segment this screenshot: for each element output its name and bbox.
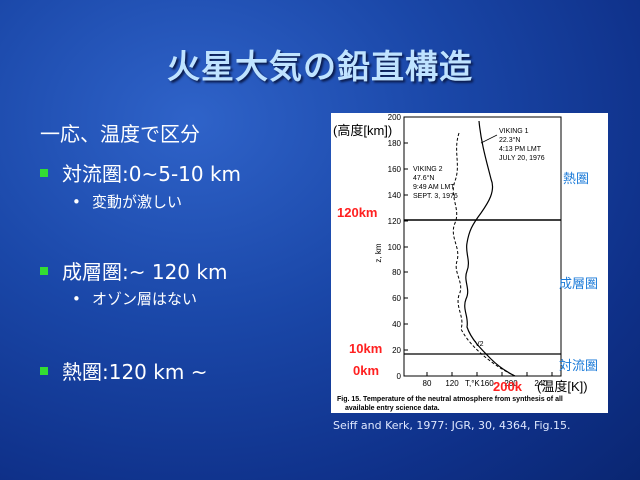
svg-text:available entry science data.: available entry science data. (345, 405, 440, 412)
y-tick-label: 140 (388, 191, 402, 200)
viking2-profile (452, 132, 516, 377)
bullet-thermosphere: 熱圏:120 km ~ (40, 356, 207, 385)
y-tick-label: 60 (392, 294, 401, 303)
v2-label: V2 (475, 341, 484, 348)
viking2-label-group: VIKING 2 47.6°N 9:49 AM LMT SEPT. 3, 197… (413, 166, 458, 200)
svg-text:VIKING 2: VIKING 2 (413, 166, 443, 173)
svg-text:22.3°N: 22.3°N (499, 136, 520, 144)
svg-text:SEPT. 3, 1976: SEPT. 3, 1976 (413, 193, 458, 200)
bullet-stratosphere: 成層圏:~ 120 km (40, 256, 227, 285)
y-tick-label: 120 (388, 217, 402, 226)
svg-text:4:13 PM LMT: 4:13 PM LMT (499, 146, 542, 153)
svg-text:VIKING 1: VIKING 1 (499, 128, 529, 135)
bullet-dot-icon: • (72, 290, 81, 308)
y-axis-label: z, km (374, 243, 383, 262)
y-tick-label: 80 (392, 268, 401, 277)
x-tick-label: 160 (480, 379, 494, 388)
annot-0km: 0km (353, 363, 379, 378)
viking1-label-group: VIKING 1 22.3°N 4:13 PM LMT JULY 20, 197… (499, 128, 545, 162)
x-tick-group: 80 120 160 200 240 (423, 372, 553, 388)
intro-text: 一応、温度で区分 (40, 122, 200, 146)
svg-text:Fig. 15. Temperature of the: Fig. 15. Temperature of the neutral atmo… (337, 396, 563, 403)
bullet-troposphere: 対流圏:0~5-10 km (40, 158, 241, 187)
bullet-square-icon (40, 169, 48, 177)
y-tick-label: 0 (397, 372, 402, 381)
annot-120km: 120km (337, 205, 377, 220)
y-tick-group: 200 180 160 140 120 100 80 60 40 20 0 (388, 113, 408, 381)
x-tick-label: 120 (445, 379, 459, 388)
sub-bullet-troposphere: • 変動が激しい (72, 193, 183, 211)
viking1-profile (464, 120, 516, 377)
bullet-dot-icon: • (72, 193, 81, 211)
y-tick-label: 20 (392, 346, 401, 355)
svg-text:47.6°N: 47.6°N (413, 174, 434, 182)
x-tick-label: 240 (534, 379, 548, 388)
bullet-square-icon (40, 367, 48, 375)
x-tick-label: 200 (504, 379, 518, 388)
annot-10km: 10km (349, 341, 382, 356)
y-tick-label: 160 (388, 165, 402, 174)
y-tick-label: 100 (388, 243, 402, 252)
svg-text:9:49 AM LMT: 9:49 AM LMT (413, 184, 455, 191)
annot-stratosphere: 成層圏 (559, 276, 598, 291)
citation-text: Seiff and Kerk, 1977: JGR, 30, 4364, Fig… (333, 419, 571, 432)
svg-text:JULY 20, 1976: JULY 20, 1976 (499, 155, 545, 162)
y-tick-label: 40 (392, 320, 401, 329)
bullet-square-icon (40, 267, 48, 275)
x-axis-label: T,°K (465, 379, 480, 388)
temperature-profile-figure: 200 180 160 140 120 100 80 60 40 20 0 z,… (331, 113, 608, 413)
annot-altitude: (高度[km]) (333, 123, 392, 138)
y-tick-label: 180 (388, 139, 402, 148)
x-tick-label: 80 (423, 379, 432, 388)
annot-troposphere: 対流圏 (559, 358, 598, 373)
annot-200k: 200k (493, 379, 523, 394)
y-tick-label: 200 (388, 113, 402, 122)
figure-caption: Fig. 15. Temperature of the neutral atmo… (337, 396, 563, 412)
annot-thermosphere: 熱圏 (563, 171, 589, 186)
annot-temperature: (温度[K]) (537, 379, 588, 394)
slide-title: 火星大気の鉛直構造 (167, 47, 473, 86)
sub-bullet-stratosphere: • オゾン層はない (72, 290, 198, 308)
